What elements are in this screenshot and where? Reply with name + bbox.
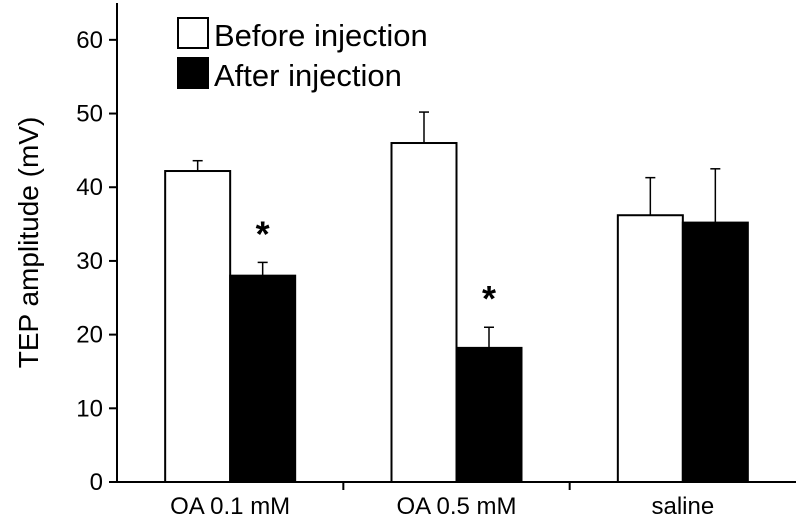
- legend-label: Before injection: [214, 18, 428, 53]
- y-tick-label: 10: [76, 395, 103, 422]
- x-tick-label: OA 0.1 mM: [170, 493, 290, 520]
- bar: [455, 346, 523, 483]
- legend-swatch: [177, 17, 209, 49]
- y-tick-label: 20: [76, 322, 103, 349]
- y-tick-label: 0: [90, 469, 103, 496]
- bar: [229, 274, 297, 483]
- y-tick-label: 30: [76, 248, 103, 275]
- bar: [390, 142, 458, 483]
- bars: **: [164, 111, 749, 483]
- bar: [616, 214, 684, 483]
- significance-marker: *: [256, 213, 270, 254]
- bar: [681, 221, 749, 483]
- y-axis: 0 10 20 30 40 50 60 TEP amplitude (mV): [13, 3, 118, 496]
- y-axis-title: TEP amplitude (mV): [13, 117, 44, 369]
- x-tick-label: saline: [651, 493, 714, 520]
- y-tick-label: 40: [76, 174, 103, 201]
- x-axis: OA 0.1 mM OA 0.5 mM saline: [117, 481, 796, 520]
- bar: [164, 170, 232, 483]
- x-tick-label: OA 0.5 mM: [396, 493, 516, 520]
- significance-marker: *: [482, 278, 496, 319]
- legend: Before injection After injection: [177, 17, 428, 93]
- y-tick-label: 50: [76, 101, 103, 128]
- legend-label: After injection: [214, 58, 402, 93]
- y-tick-label: 60: [76, 27, 103, 54]
- legend-swatch: [177, 57, 209, 89]
